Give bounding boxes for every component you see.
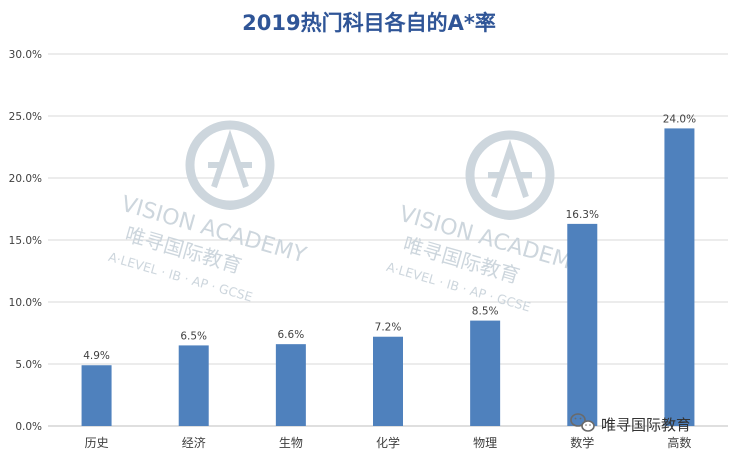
data-label: 6.5% xyxy=(180,330,207,342)
category-label: 高数 xyxy=(667,435,691,450)
bar xyxy=(275,344,306,426)
data-label: 16.3% xyxy=(566,209,599,221)
watermark-wing xyxy=(477,197,543,220)
bar xyxy=(81,365,112,426)
x-axis-categories: 历史 经济 生物 化学 物理 数学 高数 xyxy=(85,435,692,450)
bars xyxy=(81,128,695,426)
data-label: 8.5% xyxy=(472,306,499,318)
wechat-badge: 唯寻国际教育 xyxy=(570,413,691,434)
data-label: 6.6% xyxy=(278,329,305,341)
bar xyxy=(664,128,695,426)
category-label: 经济 xyxy=(182,435,206,450)
wechat-label: 唯寻国际教育 xyxy=(601,416,691,434)
data-label: 7.2% xyxy=(375,322,402,334)
data-label: 4.9% xyxy=(83,350,110,362)
chart-title: 2019热门科目各自的A*率 xyxy=(242,11,496,35)
category-label: 化学 xyxy=(376,435,400,450)
data-label: 24.0% xyxy=(663,113,696,125)
bar xyxy=(178,345,209,426)
bar xyxy=(470,320,501,426)
y-tick-label: 20.0% xyxy=(9,173,42,185)
category-label: 历史 xyxy=(85,436,109,450)
wechat-icon xyxy=(570,413,595,432)
watermark-monogram xyxy=(208,129,252,188)
category-label: 物理 xyxy=(473,436,497,450)
data-labels: 4.9% 6.5% 6.6% 7.2% 8.5% 16.3% 24.0% xyxy=(83,113,696,362)
y-tick-label: 5.0% xyxy=(15,359,42,371)
bar xyxy=(567,223,598,426)
y-tick-label: 25.0% xyxy=(9,111,42,123)
y-tick-label: 10.0% xyxy=(9,297,42,309)
watermark-monogram xyxy=(488,139,532,198)
category-label: 数学 xyxy=(570,435,594,450)
category-label: 生物 xyxy=(279,436,303,450)
bar xyxy=(373,336,403,426)
y-tick-label: 30.0% xyxy=(9,49,42,61)
y-tick-label: 0.0% xyxy=(15,421,42,433)
watermark-wing xyxy=(197,187,263,210)
y-axis-ticks: 0.0% 5.0% 10.0% 15.0% 20.0% 25.0% 30.0% xyxy=(9,49,42,433)
y-tick-label: 15.0% xyxy=(9,235,42,247)
